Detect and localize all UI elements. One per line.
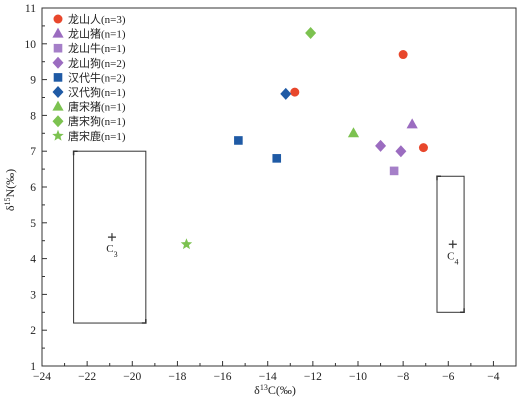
legend-label: 汉代牛(n=2)	[68, 70, 126, 84]
legend-marker	[52, 86, 64, 98]
x-tick-label: −6	[442, 371, 454, 383]
legend-label: 唐宋猪(n=1)	[68, 100, 126, 114]
y-axis-label: δ15N(‰)	[3, 169, 18, 211]
y-tick-label: 6	[30, 182, 36, 194]
y-tick-label: 7	[30, 146, 36, 158]
legend-label: 汉代狗(n=1)	[68, 86, 126, 99]
data-point-series-6	[280, 87, 292, 100]
y-tick-label: 1	[30, 361, 36, 373]
x-tick-label: −22	[78, 371, 96, 383]
x-tick-label: −4	[487, 371, 499, 383]
legend-label: 龙山狗(n=2)	[68, 57, 126, 70]
data-point-series-1	[418, 143, 428, 153]
legend-marker	[52, 115, 64, 128]
data-point-series-2	[406, 118, 418, 129]
legend-marker	[52, 100, 64, 111]
legend-marker	[53, 43, 63, 53]
x-tick-label: −16	[214, 371, 232, 383]
range-box-c3	[73, 150, 147, 324]
range-box-c4	[436, 175, 465, 313]
box-corner-mark	[460, 308, 465, 314]
y-tick-label: 2	[30, 325, 36, 337]
box-center-cross	[107, 233, 116, 242]
box-corner-mark	[436, 175, 441, 181]
box-corner-mark	[141, 319, 147, 324]
data-point-series-5	[272, 154, 282, 163]
legend-label: 唐宋鹿(n=1)	[68, 129, 126, 143]
data-point-series-8	[305, 27, 317, 40]
y-tick-label: 10	[25, 39, 37, 51]
x-tick-label: −10	[349, 371, 367, 383]
legend-label: 唐宋狗(n=1)	[68, 114, 126, 128]
photosynthesis-boxes: C3 C4	[72, 150, 465, 324]
legend-label: 龙山牛(n=1)	[68, 41, 126, 55]
data-point-series-3	[389, 166, 399, 176]
data-point-series-4	[375, 139, 387, 152]
y-tick-label: 4	[30, 254, 36, 266]
data-point-series-4	[395, 145, 407, 158]
x-tick-label: −14	[259, 371, 277, 383]
data-points	[180, 27, 428, 250]
x-axis-label: δ13C(‰)	[254, 383, 296, 398]
x-tick-label: −18	[168, 371, 186, 383]
y-tick-label: 8	[30, 110, 36, 122]
legend-marker	[52, 56, 64, 69]
y-tick-label: 11	[25, 3, 36, 15]
box-center-cross	[448, 240, 457, 249]
legend: 龙山人(n=3) 龙山猪(n=1)龙山牛(n=1) 龙山狗(n=2)汉代牛(n=2)…	[52, 13, 126, 143]
x-tick-label: −12	[304, 371, 322, 383]
data-point-series-1	[290, 87, 300, 97]
data-point-series-1	[398, 50, 408, 60]
legend-marker	[52, 27, 64, 38]
box-corner-mark	[72, 150, 78, 156]
y-tick-label: 3	[30, 289, 36, 301]
legend-label: 龙山猪(n=1)	[68, 28, 126, 41]
y-tick-label: 9	[30, 75, 36, 87]
x-tick-label: −20	[123, 371, 141, 383]
axis-ticks: −24 −22 −20 −18 −16 −14 −12 −10 −8 −6 −4 1 2 3 4 5 6 7 8 9 1…	[25, 3, 500, 383]
x-tick-label: −24	[33, 371, 51, 383]
data-point-series-9	[180, 238, 193, 250]
box-label-c4: C4	[447, 250, 458, 266]
box-label-c3: C3	[106, 243, 117, 259]
y-tick-label: 5	[30, 218, 36, 230]
legend-marker	[53, 73, 63, 82]
data-point-series-5	[234, 136, 243, 145]
legend-marker	[52, 129, 64, 141]
x-tick-label: −8	[397, 371, 409, 383]
data-point-series-7	[347, 127, 360, 138]
legend-label: 龙山人(n=3)	[68, 13, 126, 26]
legend-marker	[53, 14, 63, 24]
